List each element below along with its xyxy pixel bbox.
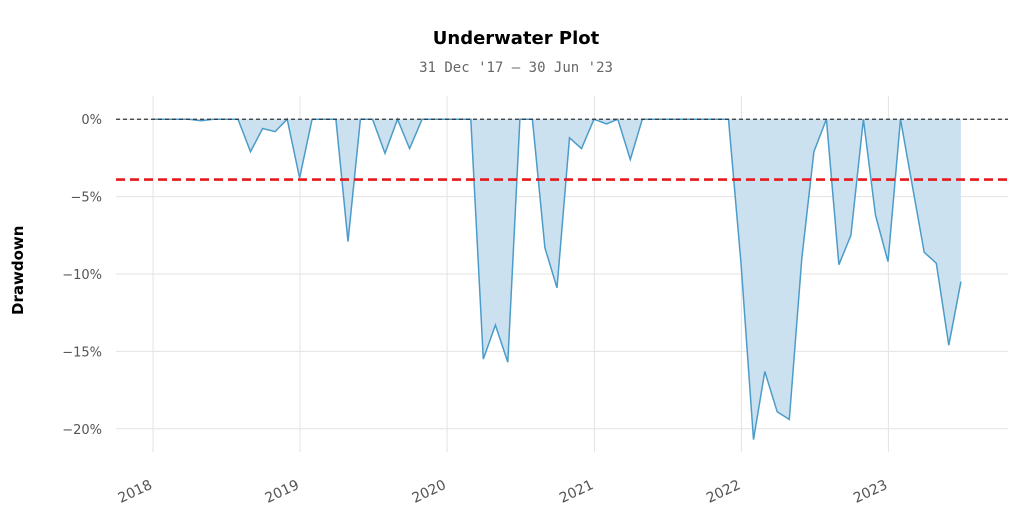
x-tick-label-0: 2018 <box>116 477 155 507</box>
y-tick-labels: 0% −5% −10% −15% −20% <box>62 113 102 438</box>
y-tick-label-4: −20% <box>62 423 102 438</box>
x-tick-label-1: 2019 <box>263 477 302 507</box>
reference-lines <box>116 118 1008 181</box>
y-tick-label-0: 0% <box>81 113 102 128</box>
y-tick-label-3: −15% <box>62 345 102 360</box>
y-tick-label-1: −5% <box>70 191 102 206</box>
x-tick-label-4: 2022 <box>704 477 743 507</box>
x-tick-label-2: 2020 <box>410 477 449 507</box>
chart-title: Underwater Plot <box>432 28 600 49</box>
x-tick-label-3: 2021 <box>557 477 596 507</box>
drawdown-area-layer <box>152 117 962 440</box>
drawdown-fill-0 <box>152 119 961 440</box>
chart-subtitle: 31 Dec '17 – 30 Jun '23 <box>419 60 613 76</box>
x-tick-label-5: 2023 <box>851 477 890 507</box>
y-tick-label-2: −10% <box>62 268 102 283</box>
x-tick-labels: 2018 2019 2020 2021 2022 2023 <box>116 477 890 507</box>
